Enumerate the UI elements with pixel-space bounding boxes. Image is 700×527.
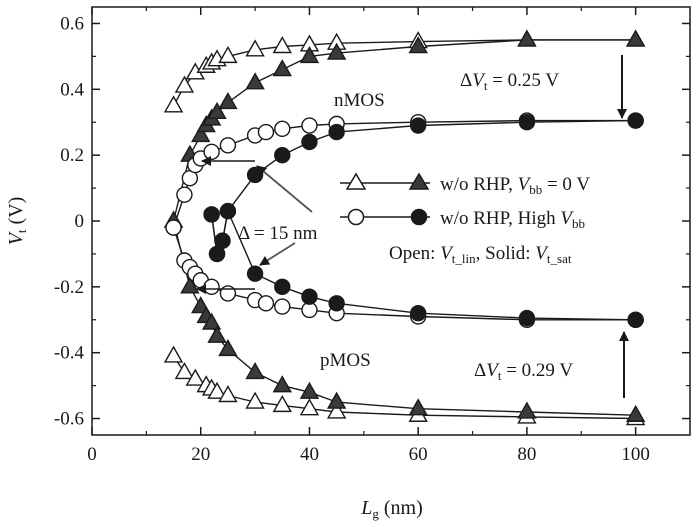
data-point-solid-triangle (245, 362, 265, 380)
data-point-solid-circle (409, 304, 427, 322)
y-axis-title: Vt (V) (5, 197, 29, 246)
data-point-open-triangle (163, 345, 184, 363)
data-point-solid-triangle (517, 401, 537, 419)
legend-label-triangle: w/o RHP, Vbb = 0 V (440, 174, 590, 197)
data-point-solid-circle (203, 206, 220, 223)
data-point-solid-circle (328, 123, 345, 141)
data-point-open-circle (219, 137, 237, 154)
x-tick-label: 0 (87, 444, 97, 465)
data-point-solid-triangle (408, 398, 428, 416)
data-point-solid-triangle (299, 381, 320, 399)
data-point-solid-circle (409, 117, 427, 134)
legend-solid-triangle-marker (408, 172, 430, 190)
x-tick-label: 20 (191, 444, 210, 465)
delta-arrow-upper (256, 165, 313, 213)
data-point-open-triangle (299, 398, 320, 416)
data-point-open-triangle (185, 368, 205, 386)
data-point-open-circle (257, 295, 275, 312)
data-point-open-circle (274, 120, 291, 138)
x-axis-title: Lg (nm) (360, 497, 423, 521)
legend-note: Open: Vt_lin, Solid: Vt_sat (389, 243, 572, 266)
data-point-solid-circle (328, 295, 345, 312)
data-point-open-circle (203, 143, 220, 161)
legend-solid-circle-marker (410, 208, 428, 226)
data-point-open-triangle (326, 401, 347, 419)
data-point-solid-triangle (272, 375, 292, 393)
y-tick-label: -0.2 (54, 277, 84, 298)
x-tick-label: 100 (621, 444, 650, 465)
data-point-solid-triangle (245, 72, 265, 90)
legend: w/o RHP, Vbb = 0 V w/o RHP, High Vbb Ope… (340, 172, 590, 266)
delta-arrow-lower (259, 242, 296, 266)
data-point-solid-circle (518, 114, 536, 131)
data-point-solid-triangle (625, 29, 646, 47)
data-point-solid-triangle (326, 391, 347, 409)
data-point-open-triangle (218, 385, 238, 403)
data-point-solid-triangle (191, 124, 211, 143)
data-point-solid-circle (274, 278, 291, 296)
data-point-solid-circle (301, 133, 318, 151)
data-point-solid-circle (301, 288, 318, 305)
data-point-open-triangle (272, 36, 292, 54)
data-point-solid-triangle (299, 45, 320, 64)
legend-label-circle: w/o RHP, High Vbb (440, 208, 585, 231)
delta-vt-pmos-label: ΔVt = 0.29 V (474, 360, 573, 383)
data-point-solid-triangle (218, 338, 238, 357)
data-point-solid-circle (274, 146, 291, 164)
data-point-open-circle (219, 285, 237, 302)
data-point-solid-triangle (207, 325, 227, 343)
legend-open-triangle-marker (345, 172, 367, 190)
data-point-open-circle (203, 278, 220, 296)
data-point-solid-triangle (180, 276, 200, 294)
data-point-solid-triangle (326, 42, 347, 60)
data-point-open-triangle (218, 45, 238, 64)
series-line-0 (172, 39, 636, 107)
y-tick-label: 0.6 (60, 13, 84, 34)
data-point-open-triangle (245, 391, 265, 409)
data-point-open-circle (176, 186, 193, 203)
y-tick-label: 0 (75, 211, 85, 232)
data-point-open-circle (274, 298, 291, 315)
y-tick-label: -0.4 (54, 343, 85, 364)
data-point-solid-circle (627, 311, 644, 328)
data-point-solid-circle (214, 232, 231, 249)
data-point-solid-triangle (408, 36, 428, 54)
data-points (163, 29, 646, 426)
x-tick-label: 60 (409, 444, 428, 465)
x-tick-label: 80 (517, 444, 536, 465)
delta-vt-nmos-label: ΔVt = 0.25 V (460, 70, 559, 93)
data-point-solid-triangle (272, 59, 292, 77)
data-point-open-triangle (163, 95, 184, 113)
pmos-label: pMOS (320, 350, 371, 371)
data-point-solid-circle (246, 265, 264, 282)
data-point-open-triangle (207, 381, 227, 399)
y-tick-label: 0.2 (60, 145, 84, 166)
legend-open-circle-marker (347, 208, 365, 226)
data-point-open-circle (301, 117, 318, 134)
data-point-open-triangle (245, 39, 265, 57)
y-tick-label: -0.6 (54, 409, 84, 430)
data-point-solid-triangle (517, 29, 537, 47)
data-point-solid-circle (627, 112, 644, 129)
data-point-solid-circle (219, 202, 237, 220)
axis-ticks: 0 20 40 60 80 100 0.6 0.4 0.2 0 -0.2 -0.4 -0.6 (54, 7, 690, 465)
data-point-solid-triangle (201, 312, 222, 330)
data-point-solid-triangle (218, 92, 238, 110)
data-point-solid-circle (518, 309, 536, 327)
data-point-open-triangle (174, 362, 195, 380)
data-point-open-triangle (272, 394, 292, 413)
y-tick-label: 0.4 (60, 79, 84, 100)
delta-15nm-label: Δ = 15 nm (238, 223, 318, 244)
nmos-label: nMOS (334, 90, 385, 111)
data-point-solid-triangle (207, 101, 227, 120)
data-point-open-circle (165, 219, 182, 236)
data-point-solid-triangle (625, 404, 646, 422)
data-point-open-triangle (174, 75, 195, 93)
data-point-open-circle (257, 123, 275, 141)
x-tick-label: 40 (300, 444, 319, 465)
